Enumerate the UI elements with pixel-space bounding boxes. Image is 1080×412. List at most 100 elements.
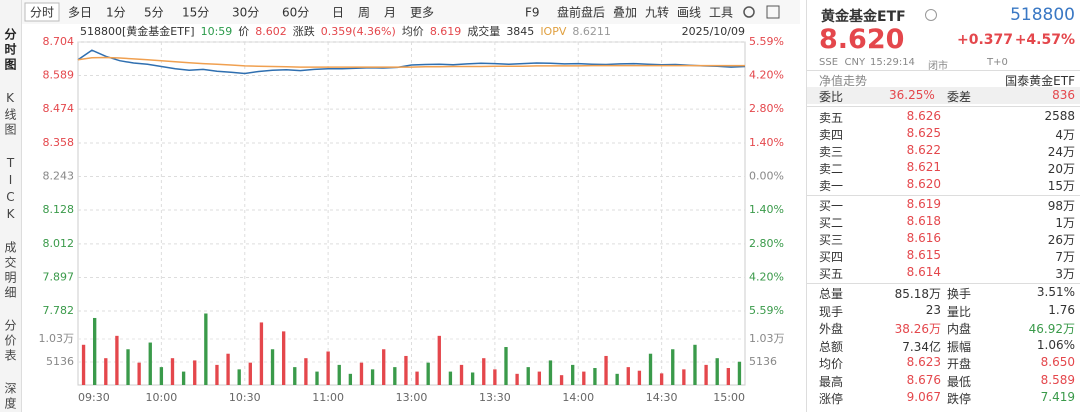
volume-bar: [148, 342, 152, 385]
book-label: 买一: [819, 199, 844, 213]
stat-value: 23: [925, 302, 941, 317]
book-price: 8.615: [906, 248, 941, 262]
volume-bar: [426, 362, 430, 385]
x-tick-label: 14:30: [646, 391, 678, 404]
period-tab[interactable]: 日: [332, 6, 344, 20]
y2-tick-label: 2.80%: [749, 102, 784, 115]
settings-icon[interactable]: [743, 6, 755, 18]
book-label: 买五: [819, 267, 844, 281]
volume-bar: [659, 373, 664, 385]
book-label: 卖四: [819, 128, 844, 142]
y2-tick-label: 0.00%: [749, 170, 784, 183]
wb: 836: [1052, 88, 1075, 102]
book-price: 8.625: [906, 126, 941, 140]
volume-bar: [104, 358, 108, 385]
volume-bar: [393, 367, 397, 385]
book-volume: 3万: [1055, 267, 1075, 281]
book-volume: 2588: [1044, 109, 1075, 123]
volume-bar: [726, 368, 730, 385]
volume-bar: [526, 367, 530, 385]
period-tab[interactable]: 更多: [410, 6, 434, 20]
volume-bar: [348, 373, 353, 385]
period-tab[interactable]: 多日: [68, 6, 92, 20]
period-tab[interactable]: 60分: [282, 6, 309, 20]
collapse-icon[interactable]: [766, 5, 780, 19]
volume-bar: [181, 371, 186, 385]
stat-label: 跌停: [947, 392, 972, 406]
tool-button[interactable]: 叠加: [613, 6, 637, 20]
y2-tick-label: 1.40%: [749, 136, 784, 149]
info-vol_label: 成交量: [467, 24, 500, 38]
book-price: 8.622: [906, 143, 941, 157]
stat-label: 最低: [947, 374, 972, 389]
period-tab[interactable]: 周: [358, 6, 370, 20]
side-tabs: 分时图 K线图 TICK 成交明细分价表深度: [0, 0, 22, 412]
volume-bar: [459, 364, 464, 385]
fund-name: 国泰黄金ETF: [1005, 74, 1075, 88]
y-tick-label: 8.358: [43, 136, 75, 149]
volume-bar: [648, 353, 653, 385]
stat-value: 8.650: [1040, 355, 1075, 369]
tool-button[interactable]: 画线: [677, 6, 701, 20]
volume-bar: [259, 322, 264, 385]
volume-bar: [482, 358, 486, 385]
y2-tick-label: 1.40%: [749, 203, 784, 216]
stat-value: 8.676: [906, 372, 941, 387]
book-volume: 26万: [1047, 233, 1075, 247]
tab-active: [24, 2, 60, 22]
side-tab[interactable]: 分价表: [3, 319, 17, 365]
volume-bar: [593, 368, 597, 385]
volume-bar: [615, 373, 619, 385]
side-tab[interactable]: K线图: [3, 90, 17, 138]
plot-frame: [77, 41, 746, 386]
volume-bar: [715, 358, 719, 385]
tplus: T+0: [987, 57, 1008, 68]
volume-bar: [115, 335, 119, 385]
wb: 委比: [819, 90, 844, 104]
side-tab[interactable]: 成交明细: [3, 241, 17, 302]
side-tab[interactable]: 分时图: [3, 28, 17, 73]
volume-bar: [415, 371, 419, 385]
period-tab[interactable]: 5分: [144, 6, 164, 20]
x-tick-label: 15:00: [713, 391, 745, 404]
volume-bar: [293, 367, 297, 385]
stat-label: 外盘: [819, 322, 844, 336]
tool-button[interactable]: 九转: [645, 5, 669, 20]
volume-bar: [170, 358, 175, 385]
stat-value: 7.34亿: [902, 339, 941, 354]
wb-bg: [807, 87, 1080, 104]
tool-button[interactable]: F9: [525, 6, 540, 20]
volume-bar: [159, 367, 164, 385]
period-tab[interactable]: 1分: [106, 6, 126, 20]
book-price: 8.614: [906, 265, 941, 279]
volume-bar: [226, 353, 230, 385]
nav-link[interactable]: 净值走势: [819, 74, 868, 88]
period-tab[interactable]: 月: [384, 6, 396, 20]
vol-tick-label: 5136: [749, 355, 777, 368]
status: 15:29:14: [870, 57, 915, 68]
vol-tick-label: 1.03万: [749, 332, 785, 345]
price-line: [77, 49, 746, 75]
book-volume: 20万: [1047, 162, 1075, 176]
volume-bar: [204, 313, 208, 385]
x-tick-label: 11:00: [312, 391, 344, 404]
volume-bar: [582, 371, 586, 385]
volume-bar: [493, 369, 497, 385]
divider: [807, 106, 1080, 107]
stat-label: 内盘: [947, 322, 972, 336]
book-label: 买二: [819, 216, 844, 230]
quote-panel: 黄金基金ETF 518800 8.620 +4.57% +0.377 SSE CNY 15:2…: [806, 0, 1080, 412]
period-tab[interactable]: 30分: [232, 6, 259, 20]
period-tab[interactable]: 分时: [30, 6, 54, 20]
side-tab[interactable]: 深度: [3, 381, 17, 412]
y2-tick-label: 4.20%: [749, 271, 784, 284]
volume-bar: [126, 349, 130, 385]
side-tab[interactable]: TICK: [3, 155, 18, 224]
stat-value: 3.51%: [1036, 285, 1075, 299]
period-tab[interactable]: 15分: [182, 6, 209, 20]
tool-button[interactable]: 盘前盘后: [557, 5, 605, 20]
stat-label: 涨停: [819, 392, 844, 406]
volume-bar: [682, 369, 686, 385]
stat-label: 开盘: [947, 357, 972, 371]
tool-button[interactable]: 工具: [709, 6, 733, 20]
